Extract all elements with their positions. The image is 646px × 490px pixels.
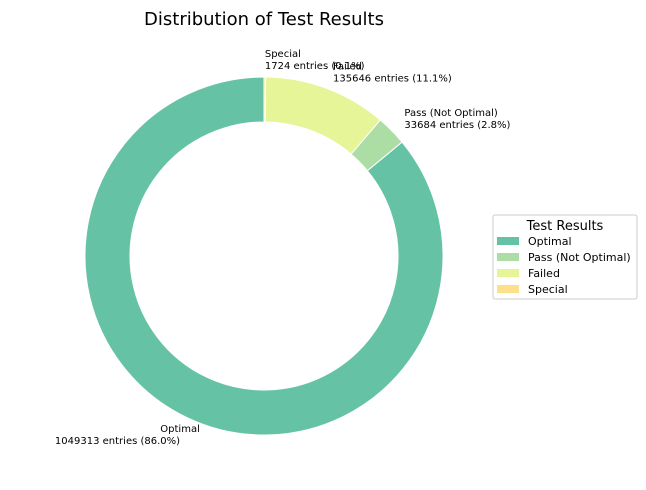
slice-annotation-label: Failed — [333, 62, 362, 73]
legend-label: Optimal — [528, 235, 572, 248]
slice-annotation-label: Optimal — [160, 424, 200, 435]
slice-annotation-value: 1724 entries (0.1%) — [265, 61, 365, 72]
slices-group — [84, 76, 444, 436]
slice-annotation-value: 1049313 entries (86.0%) — [55, 436, 180, 447]
slice-annotation: Pass (Not Optimal) 33684 entries (2.8%) — [404, 108, 510, 131]
pie-slice-optimal — [84, 76, 444, 436]
legend-frame — [492, 214, 638, 300]
legend-swatch — [497, 269, 519, 277]
legend-items: Optimal Pass (Not Optimal) Failed Special — [497, 235, 631, 296]
pie-slice-special — [263, 76, 267, 123]
annotations-group: Optimal 1049313 entries (86.0%) Pass (Not … — [55, 49, 511, 447]
slice-annotation: Special 1724 entries (0.1%) — [265, 49, 365, 72]
slice-annotation-label: Special — [265, 49, 301, 60]
legend-swatch — [497, 253, 519, 261]
legend-swatch — [497, 237, 519, 245]
slice-annotation-value: 135646 entries (11.1%) — [333, 74, 452, 85]
legend-label: Special — [528, 283, 568, 296]
legend-label: Failed — [528, 267, 560, 280]
legend-title: Test Results — [526, 219, 604, 234]
legend-swatch — [497, 285, 519, 293]
chart-title: Distribution of Test Results — [144, 9, 384, 30]
legend-label: Pass (Not Optimal) — [528, 251, 631, 264]
slice-annotation-value: 33684 entries (2.8%) — [404, 120, 510, 131]
slice-annotation: Optimal 1049313 entries (86.0%) — [55, 424, 200, 447]
legend: Test Results Optimal Pass (Not Optimal) Fa… — [492, 214, 638, 300]
slice-annotation-label: Pass (Not Optimal) — [404, 108, 497, 119]
slice-annotation: Failed 135646 entries (11.1%) — [333, 62, 452, 85]
